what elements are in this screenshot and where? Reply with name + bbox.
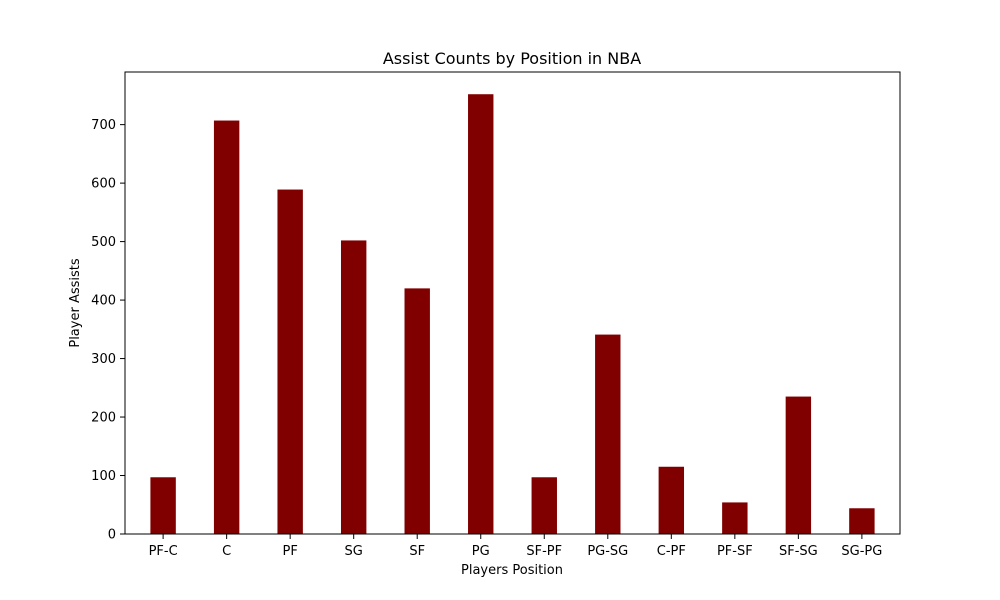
bar-pg — [468, 94, 494, 534]
y-tick-label: 400 — [91, 294, 116, 309]
x-tick-label: C — [222, 544, 231, 559]
bar-pf — [277, 189, 303, 535]
y-tick-label: 500 — [91, 235, 116, 250]
bar-sg-pg — [849, 508, 875, 534]
bar-pg-sg — [595, 334, 621, 534]
bar-pf-c — [150, 477, 176, 534]
bar-pf-sf — [722, 502, 748, 534]
x-tick-label: C-PF — [657, 544, 686, 559]
y-tick-label: 300 — [91, 352, 116, 367]
bar-sf — [404, 288, 430, 534]
bar-sf-pf — [531, 477, 557, 534]
x-tick-label: PG — [472, 544, 490, 559]
x-tick-label: SF-SG — [779, 544, 818, 559]
y-tick-label: 200 — [91, 411, 116, 426]
y-axis-label: Player Assists — [68, 258, 83, 348]
chart-title: Assist Counts by Position in NBA — [383, 49, 641, 68]
y-tick-label: 100 — [91, 469, 116, 484]
bar-c-pf — [658, 466, 685, 534]
x-tick-label: SG — [345, 544, 363, 559]
bar-sg — [340, 240, 367, 534]
x-axis-ticks: PF-C C PF SG SF PG SF-PF PG-SG C-PF PF-SF SF-SG SG-… — [149, 534, 882, 559]
bar-sf-sg — [785, 396, 812, 534]
bar-c — [213, 120, 240, 534]
bars-group — [150, 94, 875, 535]
x-tick-label: PG-SG — [587, 544, 628, 559]
x-tick-label: SG-PG — [841, 544, 882, 559]
x-axis-label: Players Position — [461, 563, 563, 578]
x-tick-label: SF-PF — [526, 544, 562, 559]
x-tick-label: SF — [409, 544, 425, 559]
x-tick-label: PF-C — [149, 544, 178, 559]
x-tick-label: PF-SF — [717, 544, 753, 559]
y-tick-label: 600 — [91, 177, 116, 192]
x-tick-label: PF — [282, 544, 297, 559]
y-axis-ticks: 0 100 200 300 400 500 600 700 — [91, 118, 125, 543]
y-tick-label: 700 — [91, 118, 116, 133]
plot-frame — [124, 71, 901, 535]
y-tick-label: 0 — [108, 528, 116, 543]
